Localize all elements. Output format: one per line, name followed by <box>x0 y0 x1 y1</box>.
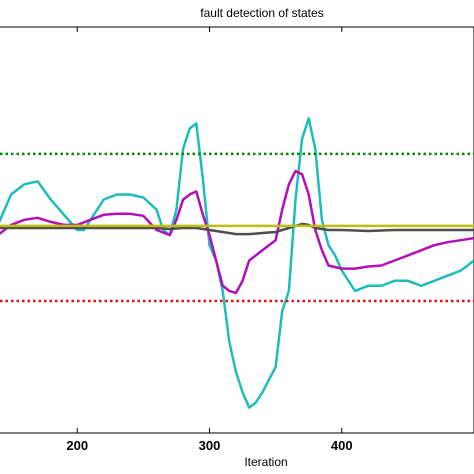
chart-title: fault detection of states <box>200 6 323 20</box>
x-tick-label: 400 <box>331 438 353 453</box>
series-line-1 <box>0 117 474 409</box>
series-line-3 <box>0 222 474 236</box>
x-axis-ticks: 200 300 400 <box>66 27 353 453</box>
x-tick-label: 200 <box>66 438 88 453</box>
series-layer <box>0 117 474 409</box>
x-tick-label: 300 <box>199 438 221 453</box>
x-axis-label: Iteration <box>244 455 287 469</box>
series-line-2 <box>0 169 474 295</box>
